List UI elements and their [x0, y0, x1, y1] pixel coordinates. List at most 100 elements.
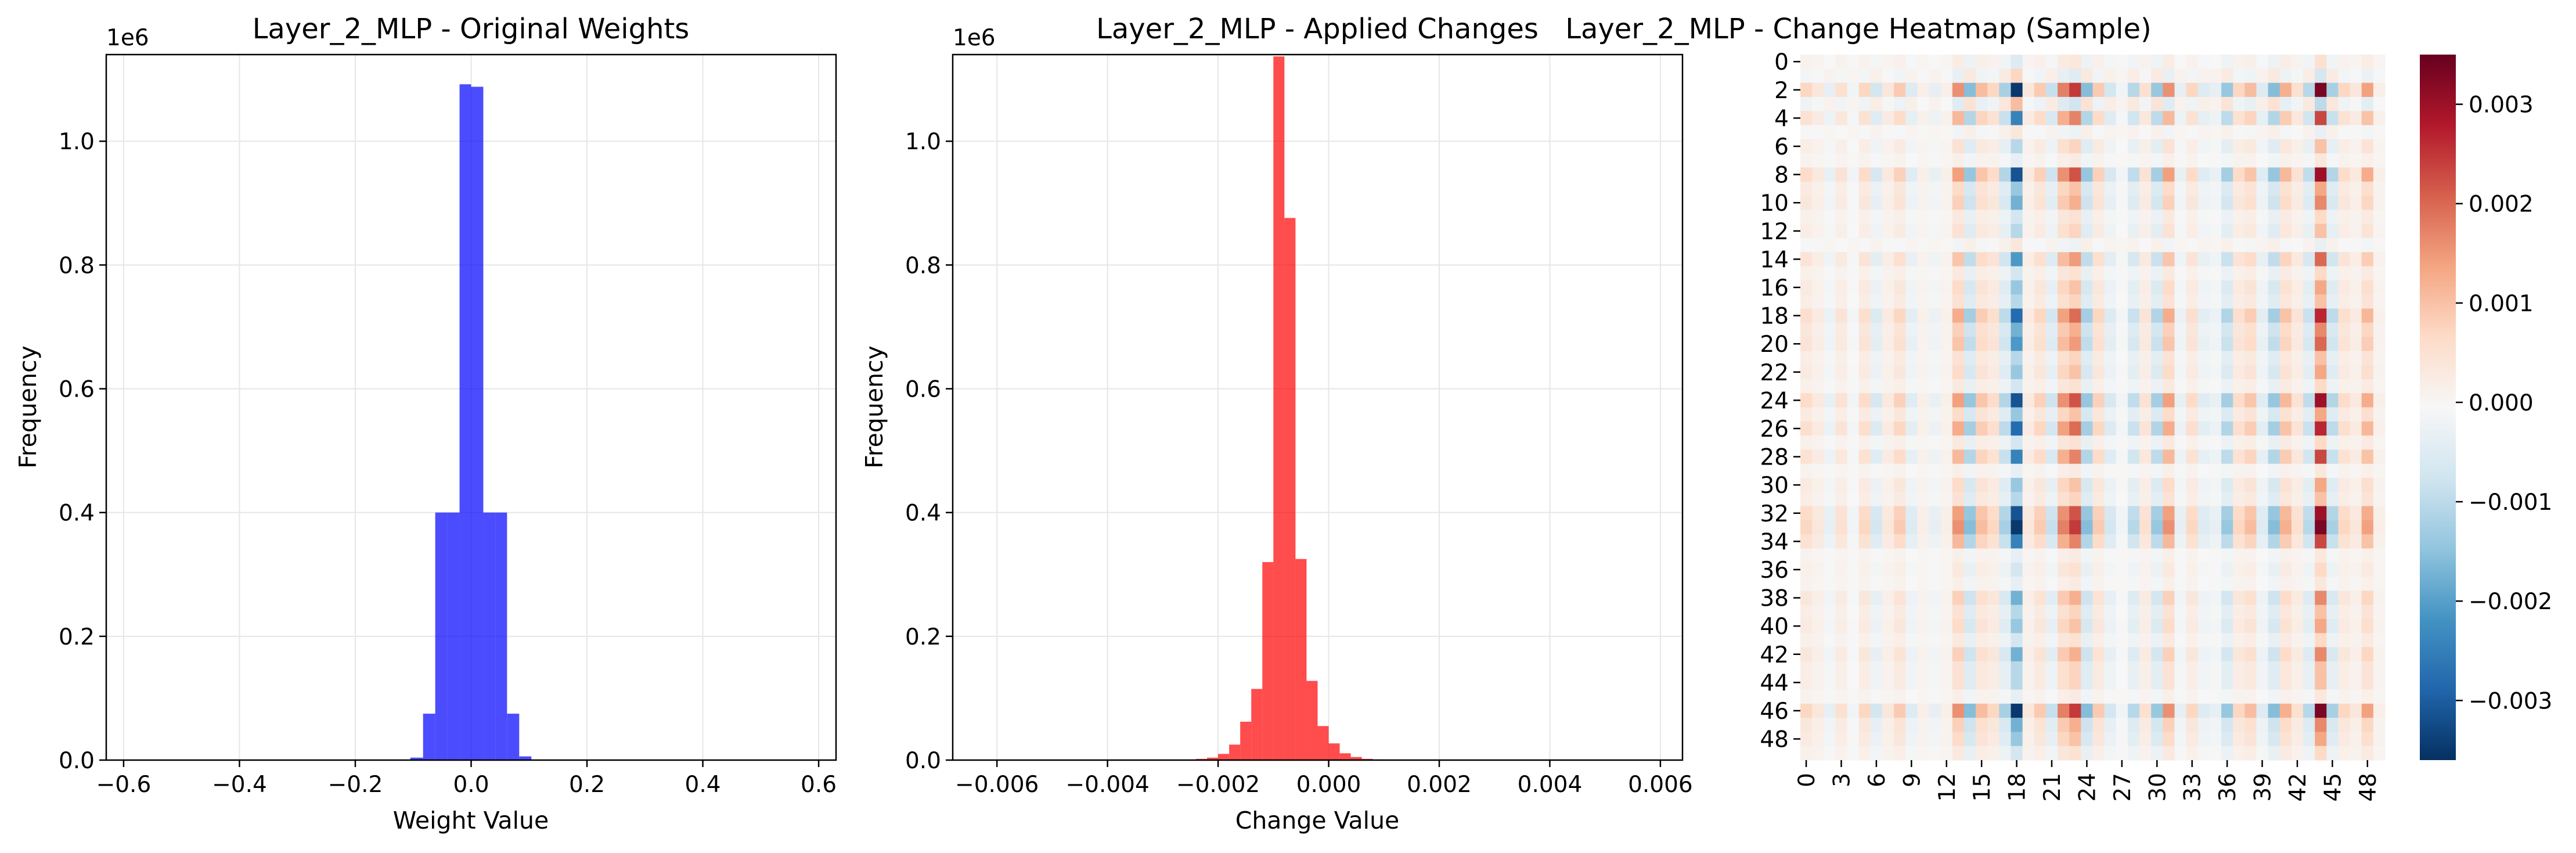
heatmap-cell — [2361, 266, 2374, 281]
heatmap-cell — [1999, 196, 2012, 210]
heatmap-cell — [2081, 718, 2094, 732]
heatmap-cell — [1976, 69, 1988, 84]
heatmap-cell — [2209, 308, 2222, 323]
heatmap-cell — [1824, 449, 1836, 465]
heatmap-cell — [2092, 96, 2105, 111]
heatmap-cell — [2326, 196, 2339, 210]
heatmap-cell — [2011, 379, 2023, 394]
heatmap-cell — [2303, 506, 2315, 521]
heatmap-cell — [2303, 196, 2315, 210]
heatmap-cell — [2233, 436, 2245, 450]
heatmap-cell — [2326, 689, 2339, 704]
heatmap-cell — [1800, 379, 1813, 394]
heatmap-cell — [1952, 55, 1965, 69]
heatmap-cell — [2209, 210, 2222, 225]
heatmap-cell — [2116, 407, 2128, 422]
heatmap-cell — [1940, 224, 1953, 239]
heatmap-cell — [2174, 675, 2187, 690]
heatmap-cell — [1929, 689, 1941, 704]
x-tick-label: −0.002 — [1176, 772, 1260, 798]
heatmap-cell — [2104, 237, 2117, 253]
heatmap-cell — [2163, 111, 2175, 126]
heatmap-cell — [1976, 675, 1988, 690]
heatmap-cell — [2350, 449, 2362, 465]
heatmap-cell — [2127, 139, 2140, 154]
heatmap-cell — [2256, 449, 2269, 465]
heatmap-cell — [2233, 393, 2245, 408]
heatmap-cell — [2233, 746, 2245, 761]
heatmap-cell — [1987, 82, 1999, 98]
heatmap-cell — [1917, 181, 1930, 196]
heatmap-cell — [2373, 82, 2386, 98]
heatmap-cell — [1835, 478, 1848, 492]
heatmap-cell — [2350, 82, 2362, 98]
heatmap-cell — [1882, 294, 1894, 309]
heatmap-cell — [2104, 111, 2117, 126]
heatmap-cell — [2268, 351, 2280, 366]
heatmap-cell — [2279, 421, 2292, 436]
heatmap-cell — [2139, 365, 2152, 380]
heatmap-cell — [2291, 492, 2304, 507]
heatmap-cell — [1894, 746, 1906, 761]
heatmap-cell — [1929, 633, 1941, 648]
heatmap-cell — [1905, 562, 1918, 577]
heatmap-cell — [2209, 153, 2222, 168]
heatmap-cell — [1917, 463, 1930, 478]
heatmap-cell — [2279, 732, 2292, 747]
heatmap-cell — [2233, 506, 2245, 521]
heatmap-cell — [2291, 111, 2304, 126]
heatmap-cell — [2163, 534, 2175, 549]
heatmap-cell — [1929, 520, 1941, 535]
heatmap-cell — [2256, 365, 2269, 380]
heatmap-cell — [2256, 534, 2269, 549]
heatmap-cell — [2221, 732, 2233, 747]
heatmap-cell — [2315, 237, 2327, 253]
heatmap-cell — [2197, 167, 2210, 182]
heatmap-cell — [1987, 224, 1999, 239]
heatmap-cell — [2233, 167, 2245, 182]
heatmap-cell — [2326, 718, 2339, 732]
heatmap-cell — [2209, 619, 2222, 634]
heatmap-cell — [2022, 562, 2035, 577]
heatmap-cell — [1870, 661, 1883, 676]
heatmap-cell — [1847, 548, 1860, 563]
heatmap-cell — [1917, 421, 1930, 436]
heatmap-cell — [2034, 689, 2047, 704]
heatmap-cell — [1917, 294, 1930, 309]
heatmap-cell — [2034, 675, 2047, 690]
heatmap-cell — [2361, 689, 2374, 704]
heatmap-cell — [2011, 224, 2023, 239]
heatmap-cell — [2139, 55, 2152, 69]
heatmap-cell — [2279, 591, 2292, 606]
heatmap-cell — [2092, 661, 2105, 676]
heatmap-cell — [2268, 478, 2280, 492]
heatmap-cell — [2373, 562, 2386, 577]
heatmap-cell — [2011, 308, 2023, 323]
heatmap-cell — [2256, 111, 2269, 126]
heatmap-cell — [2139, 224, 2152, 239]
heatmap-cell — [2350, 689, 2362, 704]
heatmap-cell — [2151, 393, 2163, 408]
heatmap-cell — [2256, 224, 2269, 239]
heatmap-cell — [2045, 337, 2058, 351]
heatmap-cell — [2303, 111, 2315, 126]
heatmap-cell — [2233, 96, 2245, 111]
heatmap-cell — [1894, 294, 1906, 309]
heatmap-cell — [2092, 407, 2105, 422]
heatmap-cell — [2127, 746, 2140, 761]
heatmap-cell — [2186, 534, 2199, 549]
heatmap-cell — [1987, 633, 1999, 648]
heatmap-cell — [2338, 111, 2351, 126]
heatmap-cell — [2092, 69, 2105, 84]
heatmap-cell — [1905, 167, 1918, 182]
heatmap-cell — [2058, 224, 2070, 239]
heatmap-cell — [1882, 604, 1894, 620]
heatmap-cell — [1894, 492, 1906, 507]
heatmap-cell — [2221, 237, 2233, 253]
heatmap-cell — [2315, 111, 2327, 126]
heatmap-cell — [2139, 633, 2152, 648]
heatmap-cell — [2268, 69, 2280, 84]
heatmap-cell — [1835, 562, 1848, 577]
heatmap-cell — [2045, 619, 2058, 634]
heatmap-cell — [2186, 492, 2199, 507]
